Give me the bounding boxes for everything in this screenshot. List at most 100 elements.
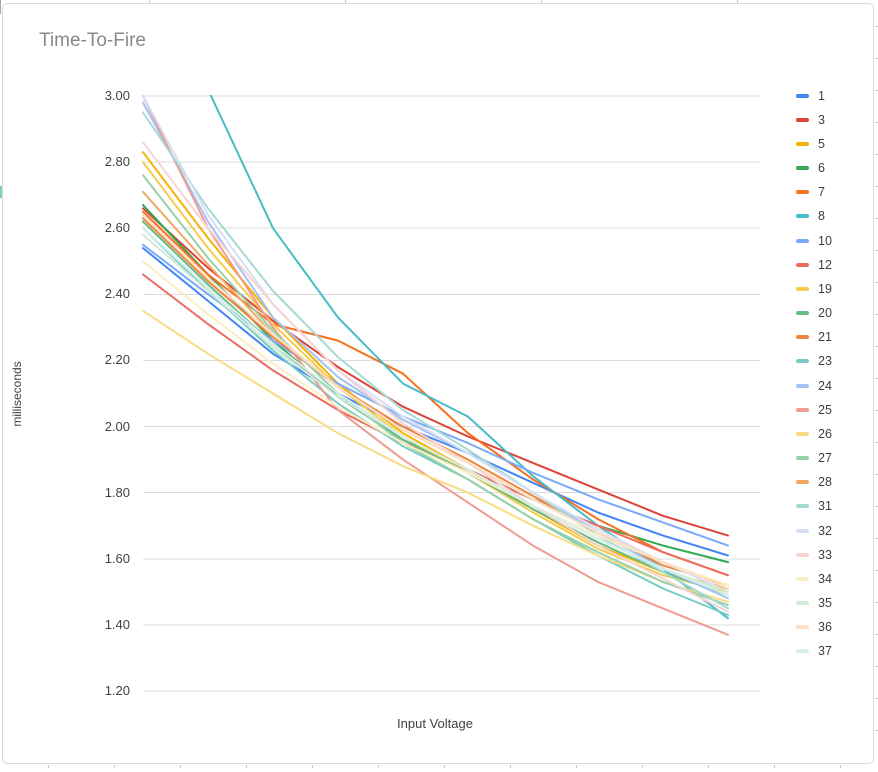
legend-swatch [796,93,809,98]
y-tick-label: 1.20 [104,683,130,698]
legend-swatch [796,262,809,267]
legend-label: 10 [818,233,832,248]
series-line-20[interactable] [142,220,729,597]
legend-item-25[interactable]: 25 [796,403,832,417]
legend-item-7[interactable]: 7 [796,185,825,199]
legend-item-34[interactable]: 34 [796,572,832,586]
legend-swatch [796,335,809,340]
legend-swatch [796,576,809,581]
legend-swatch [796,407,809,412]
legend-item-37[interactable]: 37 [796,644,832,658]
legend-label: 35 [818,596,832,611]
legend-item-31[interactable]: 31 [796,499,832,513]
legend-item-8[interactable]: 8 [796,209,825,223]
legend-item-6[interactable]: 6 [796,161,825,175]
legend-label: 24 [818,378,832,393]
legend-item-26[interactable]: 26 [796,427,832,441]
legend-item-12[interactable]: 12 [796,258,832,272]
spreadsheet-edge-right [875,3,878,765]
legend-item-24[interactable]: 24 [796,379,832,393]
legend-label: 27 [818,451,832,466]
legend-label: 37 [818,644,832,659]
legend-label: 21 [818,330,832,345]
legend-item-32[interactable]: 32 [796,524,832,538]
legend-swatch [796,190,809,195]
legend-label: 23 [818,354,832,369]
legend-item-1[interactable]: 1 [796,89,825,103]
series-line-28[interactable] [142,190,729,587]
legend-swatch [796,286,809,291]
legend-swatch [796,504,809,509]
y-tick-label: 1.60 [104,550,130,566]
legend-item-19[interactable]: 19 [796,282,832,296]
series-line-25[interactable] [142,95,729,636]
legend-swatch [796,431,809,436]
series-line-27[interactable] [142,174,729,607]
legend-swatch [796,238,809,243]
series-line-23[interactable] [142,227,729,616]
series-line-5[interactable] [142,151,729,590]
sheet-gridline-fragment [0,0,1,14]
legend-swatch [796,528,809,533]
x-axis-label: Input Voltage [397,716,473,731]
legend-label: 26 [818,426,832,441]
legend-label: 1 [818,88,825,103]
legend-swatch [796,456,809,461]
series-line-32[interactable] [142,95,729,593]
legend-item-33[interactable]: 33 [796,548,832,562]
series-line-36[interactable] [142,214,729,590]
y-tick-label: 1.40 [104,616,130,632]
legend-label: 6 [818,161,825,175]
series-line-3[interactable] [142,207,729,537]
y-tick-label: 2.80 [104,154,130,170]
series-line-24[interactable] [142,101,729,600]
legend-label: 19 [818,281,832,296]
y-tick-label: 2.20 [104,352,130,368]
legend-swatch [796,552,809,557]
gridlines [143,95,760,692]
legend-swatch [796,141,809,146]
legend-item-36[interactable]: 36 [796,620,832,634]
legend-label: 34 [818,571,832,586]
series-line-1[interactable] [142,247,729,557]
chart-title: Time-To-Fire [39,30,146,51]
legend-label: 20 [818,306,832,321]
legend-swatch [796,166,809,170]
series-line-6[interactable] [142,204,729,564]
legend-label: 7 [818,185,825,200]
y-tick-label: 2.40 [104,286,130,302]
legend-item-23[interactable]: 23 [796,354,832,368]
legend-item-21[interactable]: 21 [796,330,832,344]
legend-item-3[interactable]: 3 [796,113,825,127]
legend-label: 5 [818,136,825,151]
legend-swatch [796,117,809,122]
series-line-33[interactable] [142,141,729,613]
y-tick-label: 3.00 [104,88,130,103]
legend-item-28[interactable]: 28 [796,475,832,489]
y-tick-label: 2.00 [104,418,130,434]
legend-label: 8 [818,209,825,224]
y-tick-label: 2.60 [104,220,130,236]
plot-area[interactable] [3,4,878,772]
legend-item-27[interactable]: 27 [796,451,832,465]
legend-label: 36 [818,620,832,635]
series-line-26[interactable] [142,309,729,603]
series-line-34[interactable] [142,260,729,587]
series-line-37[interactable] [142,227,729,597]
legend-item-35[interactable]: 35 [796,596,832,610]
legend-item-5[interactable]: 5 [796,137,825,151]
chart-card[interactable]: Time-To-Fire milliseconds Input Voltage … [2,3,874,764]
legend-swatch [796,214,809,219]
legend-swatch [796,480,809,485]
legend-label: 12 [818,257,832,272]
legend-label: 28 [818,475,832,490]
y-tick-label: 1.80 [104,484,130,500]
legend-label: 32 [818,523,832,538]
legend-swatch [796,601,809,606]
spreadsheet-edge-top [0,0,878,3]
background-chart-fragment [0,186,2,198]
legend-swatch [796,625,809,630]
legend-label: 25 [818,402,832,417]
legend-item-10[interactable]: 10 [796,234,832,248]
legend-item-20[interactable]: 20 [796,306,832,320]
